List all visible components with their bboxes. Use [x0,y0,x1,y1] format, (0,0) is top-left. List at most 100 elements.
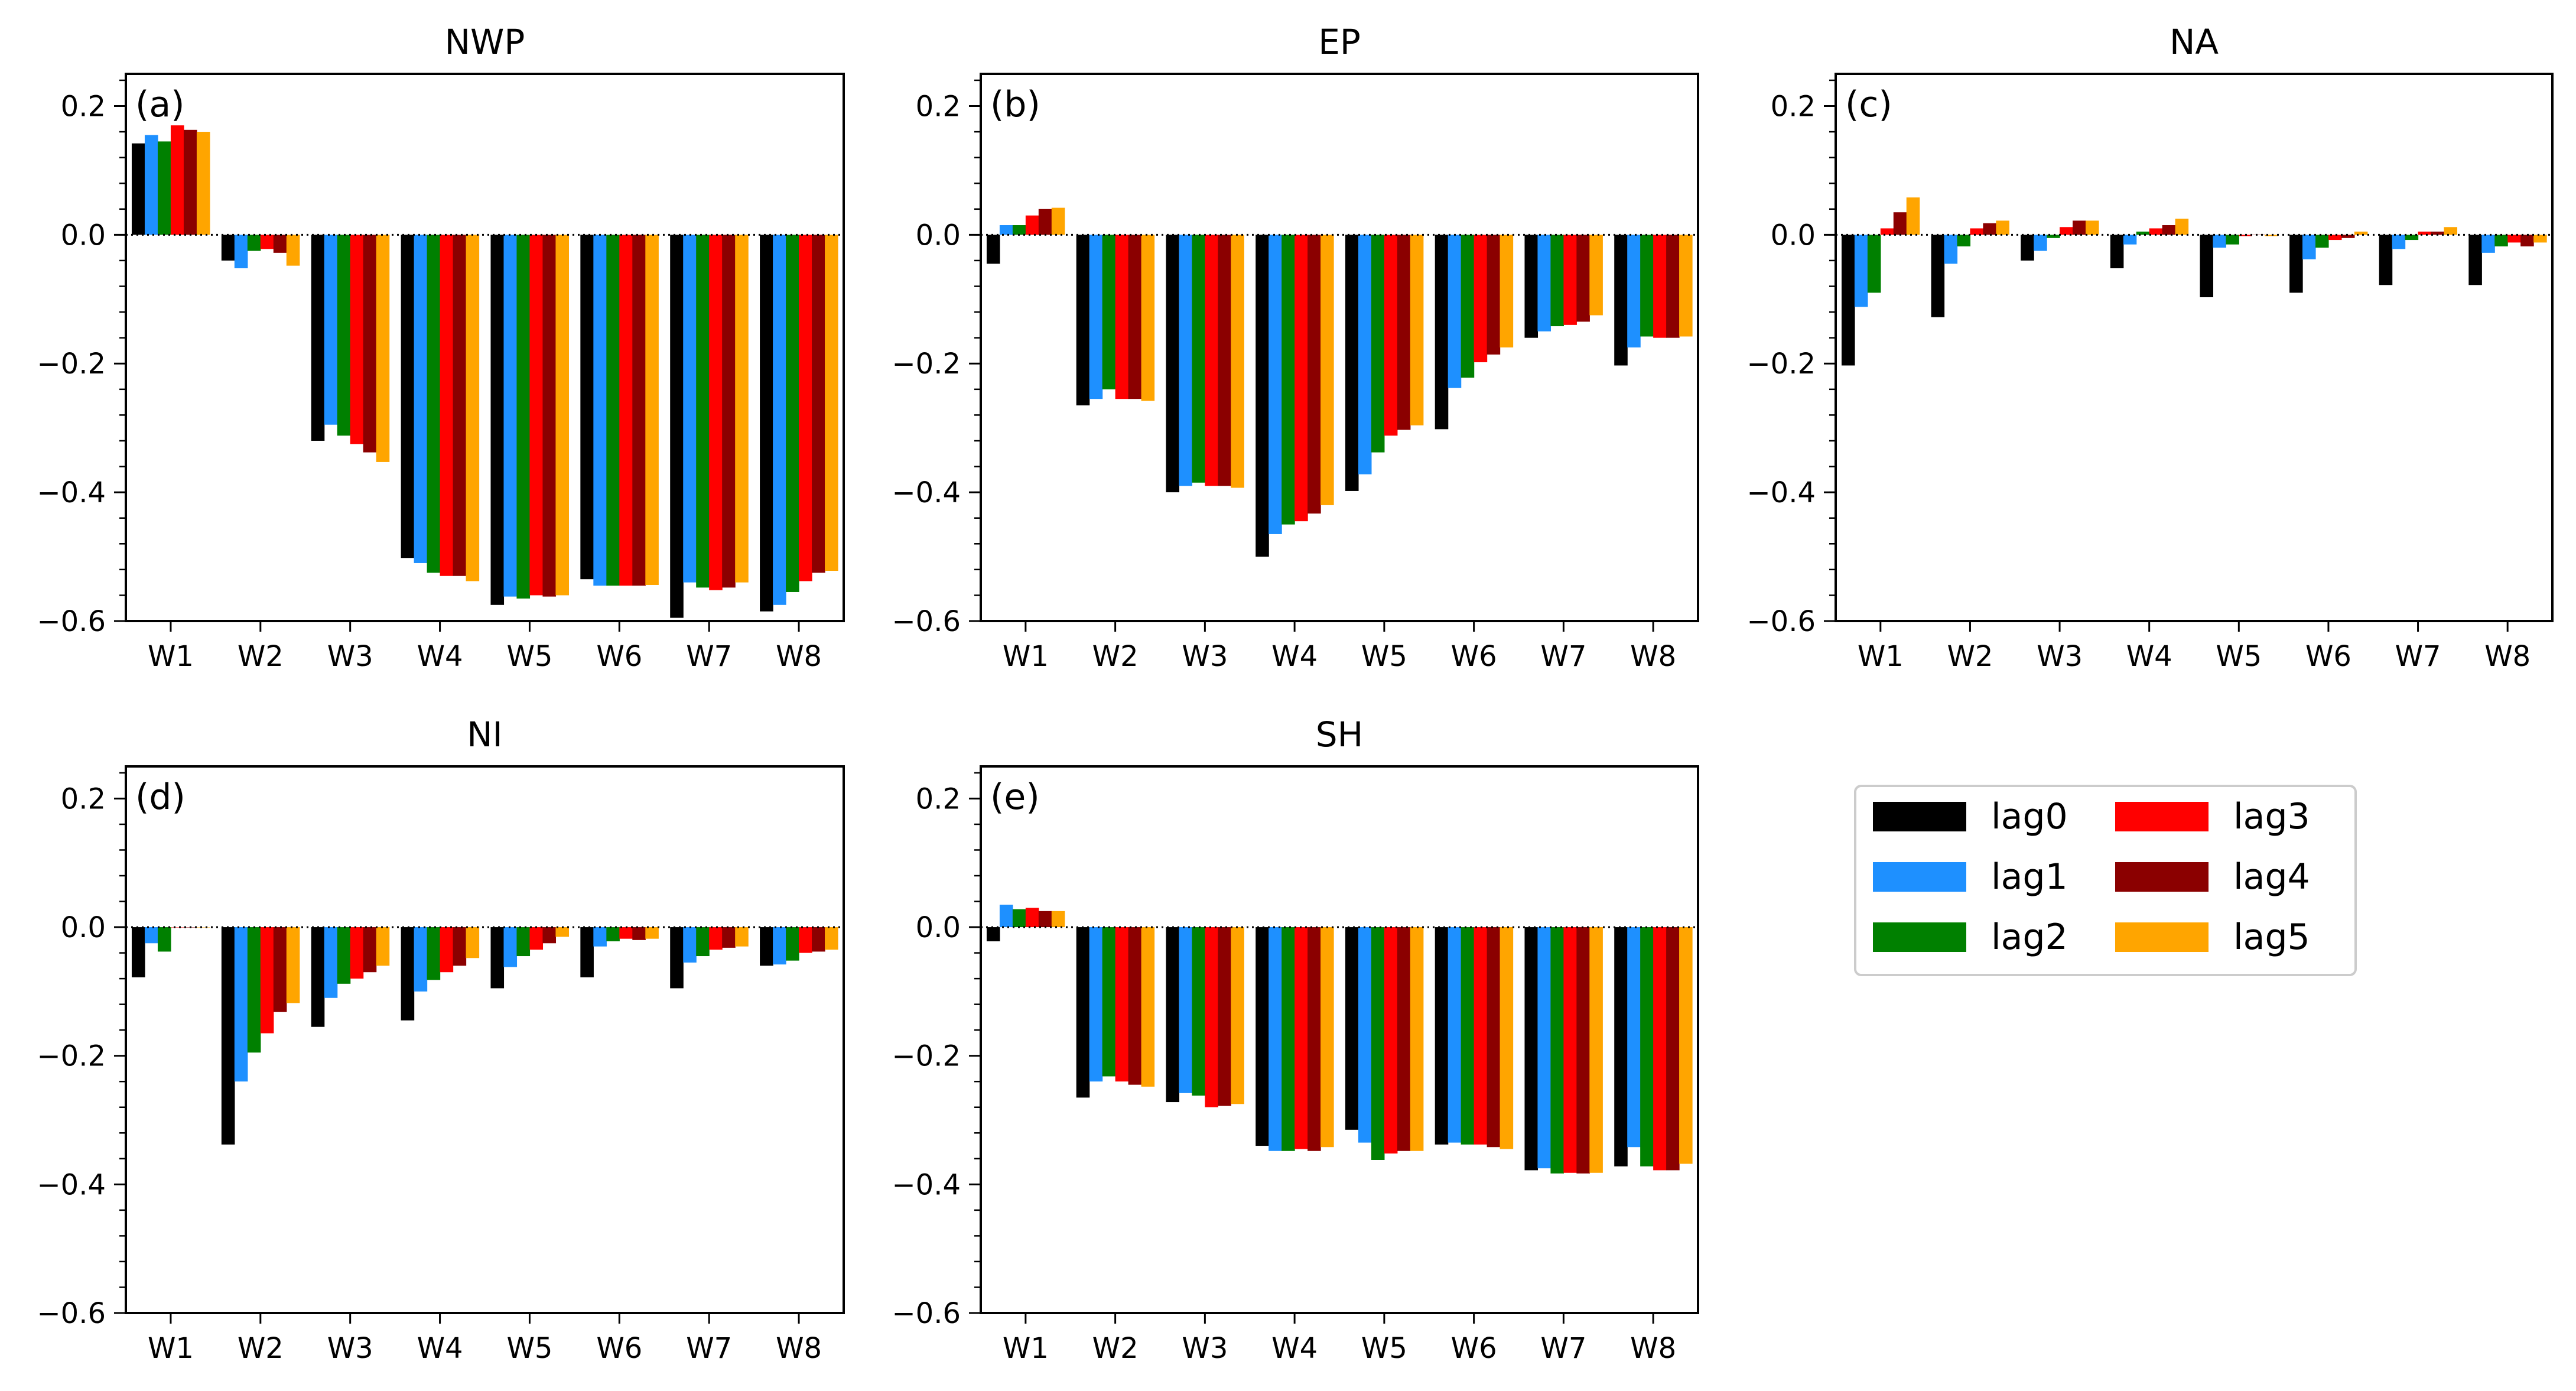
bar-lag4-w6 [1487,235,1501,355]
bar-lag0-w2 [221,927,235,1145]
bar-lag0-w7 [2379,235,2393,285]
bar-lag4-w4 [1307,235,1321,514]
bar-lag5-w3 [376,927,390,966]
bar-lag0-w4 [401,235,415,558]
bars [131,125,838,618]
bar-lag3-w6 [2328,235,2342,240]
bar-lag2-w4 [1282,927,1295,1151]
bar-lag0-w7 [1524,235,1539,338]
bar-lag5-w3 [2085,220,2099,235]
panel-label: (b) [990,84,1040,125]
bar-lag5-w8 [2533,235,2547,243]
bar-lag3-w6 [619,235,633,586]
y-tick-label: −0.2 [37,1040,106,1073]
bar-lag1-w7 [1537,927,1551,1169]
x-tick-label: W2 [238,640,284,673]
bar-lag3-w1 [170,125,184,235]
bar-lag2-w6 [1461,235,1475,378]
bar-lag5-w7 [735,927,749,947]
bar-lag0-w1 [131,927,145,977]
legend-swatch-lag2 [1873,922,1966,952]
bar-lag3-w4 [1294,927,1308,1149]
bar-lag4-w7 [1576,235,1590,322]
bar-lag1-w8 [773,235,786,605]
bar-lag5-w5 [2265,235,2278,236]
bar-lag5-w1 [196,132,210,235]
bar-lag3-w6 [619,927,633,939]
x-tick-label: W6 [596,1332,642,1365]
bar-lag1-w2 [1089,927,1103,1082]
panel-title: NWP [445,22,525,62]
bars [986,207,1693,557]
panel-na: NA 0.2 0.0 −0.2 −0.4 −0.6 W1 W2 W3 W4 W5 W6 W7 W8 (c) [1746,22,2554,673]
bar-lag2-w8 [786,235,799,592]
bar-lag0-w7 [1524,927,1539,1171]
bar-lag3-w3 [350,235,364,444]
bar-lag1-w3 [2034,235,2047,251]
bar-lag1-w3 [324,235,338,425]
bar-lag5-w7 [1589,235,1603,316]
axes-frame [1835,73,2554,622]
x-tick-label: W8 [776,640,822,673]
bar-lag4-w3 [363,927,377,973]
bar-lag0-w1 [131,143,145,235]
x-tick-label: W3 [327,1332,373,1365]
x-tick-label: W3 [1182,1332,1228,1365]
y-tick-label: −0.2 [892,347,961,381]
bar-lag0-w6 [1435,927,1449,1145]
legend-label-lag2: lag2 [1991,916,2068,958]
bar-lag0-w6 [580,927,594,977]
bar-lag5-w3 [1231,235,1244,488]
bar-lag4-w8 [1666,927,1680,1171]
axes-frame [980,765,1699,1314]
bar-lag4-w3 [1218,235,1231,486]
legend-label-lag5: lag5 [2233,916,2310,958]
bar-lag3-w4 [440,927,454,973]
bar-lag2-w2 [1957,235,1971,246]
panel-sh: SH 0.2 0.0 −0.2 −0.4 −0.6 W1 W2 W3 W4 W5 W6 W7 W8 (e) [892,714,1699,1365]
bar-lag3-w3 [2060,227,2073,235]
bar-lag3-w4 [1294,235,1308,522]
bar-lag4-w2 [1983,223,1996,235]
x-tick-label: W7 [686,640,732,673]
x-tick-label: W5 [1361,640,1407,673]
x-tick-label: W4 [417,1332,463,1365]
bar-lag4-w7 [2431,231,2445,235]
x-tick-label: W6 [1451,1332,1497,1365]
bar-lag5-w8 [825,235,838,571]
bar-lag4-w6 [2341,235,2355,238]
bar-lag0-w4 [1256,235,1269,557]
bar-lag0-w5 [490,927,505,989]
bar-lag2-w5 [516,927,531,957]
bar-lag0-w1 [1841,235,1855,366]
x-tick-label: W7 [1540,1332,1586,1365]
bar-lag1-w1 [144,135,158,235]
bar-lag3-w5 [1384,927,1398,1154]
bar-lag0-w8 [760,235,773,612]
bar-lag3-w1 [1025,908,1039,928]
bar-lag1-w3 [324,927,338,998]
bar-lag0-w6 [1435,235,1449,430]
x-tick-label: W5 [1361,1332,1407,1365]
x-tick-label: W1 [1003,1332,1049,1365]
axes-frame [980,73,1699,622]
y-tick-label: −0.2 [1746,347,1816,381]
y-tick-label: −0.6 [1746,605,1816,638]
bar-lag1-w7 [683,927,697,963]
bar-lag0-w6 [580,235,594,580]
legend-swatch-lag5 [2115,922,2209,952]
bar-lag2-w6 [1461,927,1475,1145]
bar-lag0-w5 [1345,235,1359,491]
bar-lag0-w7 [670,235,684,618]
bar-lag3-w6 [1474,235,1488,363]
bar-lag4-w8 [1666,235,1680,338]
bars [986,904,1693,1174]
bar-lag5-w6 [1500,235,1514,347]
bar-lag0-w5 [1345,927,1359,1130]
bar-lag5-w1 [1051,207,1065,235]
bar-lag4-w5 [1397,927,1411,1151]
bar-lag4-w6 [632,927,646,940]
bar-lag2-w1 [157,141,171,235]
panel-ni: NI 0.2 0.0 −0.2 −0.4 −0.6 W1 W2 W3 W4 W5 W6 W7 W8 (d) [37,714,845,1365]
